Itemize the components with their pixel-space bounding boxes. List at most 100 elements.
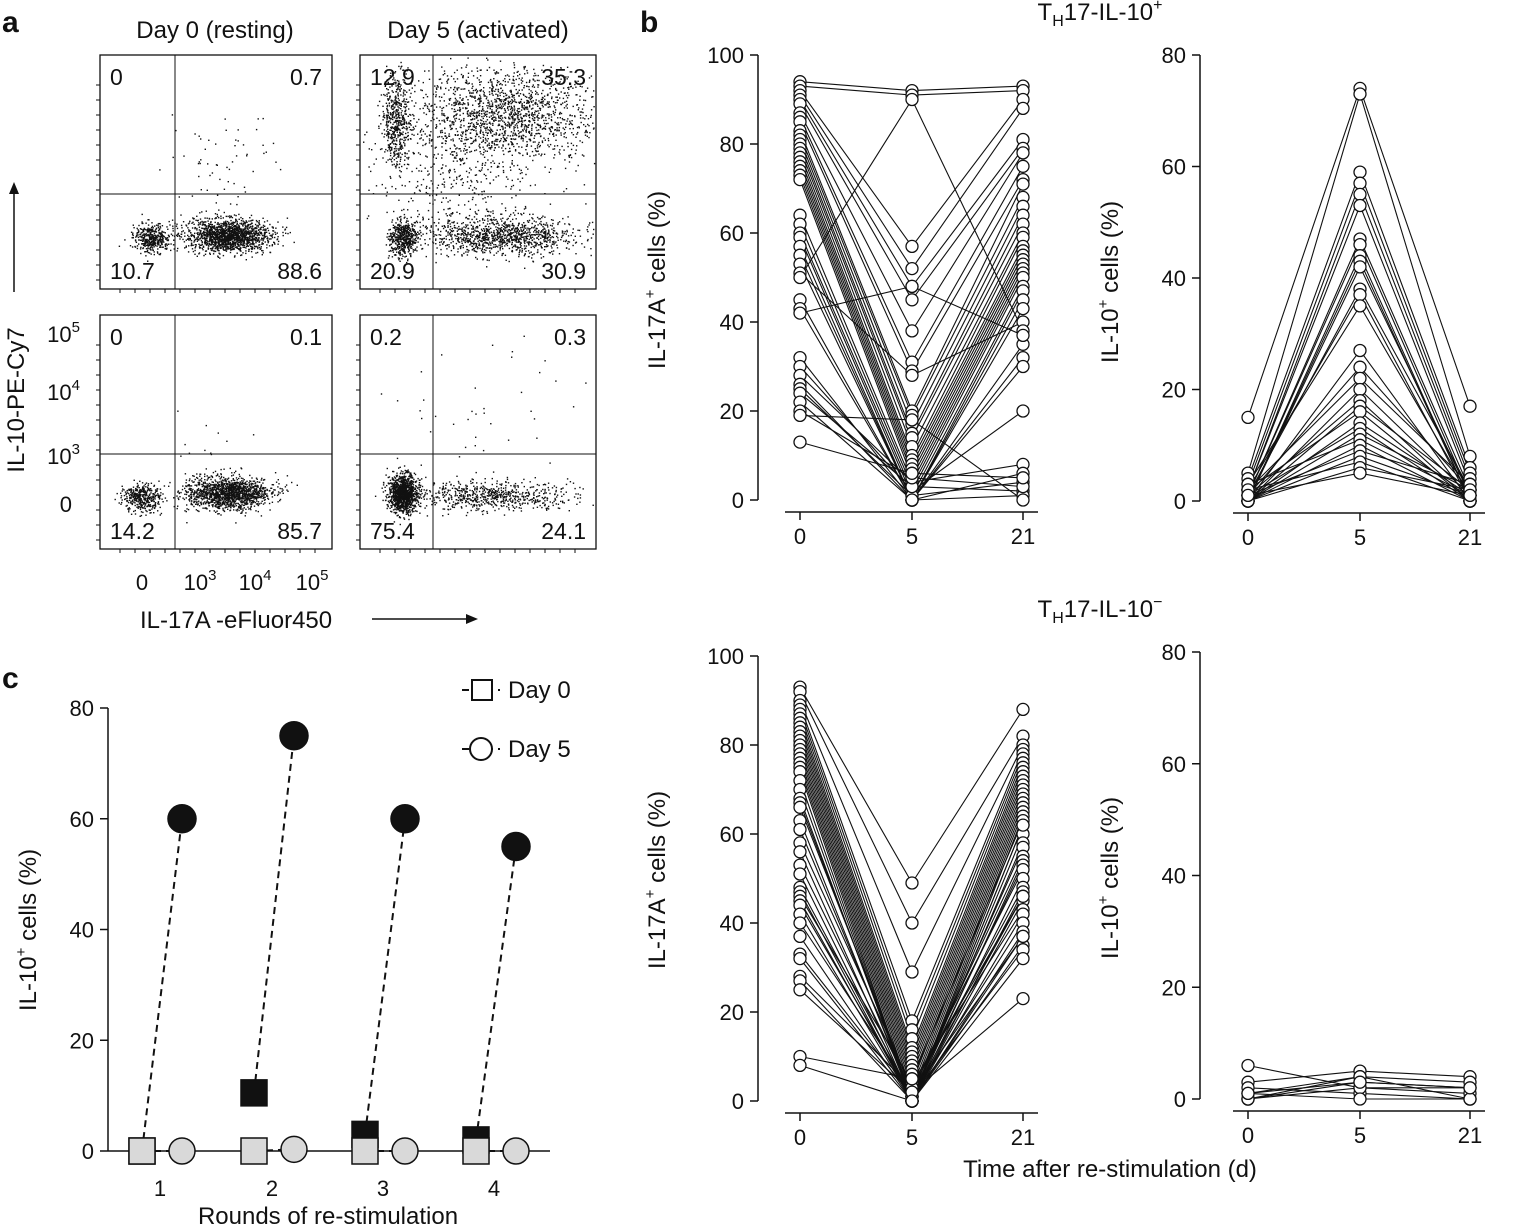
- quadrant-percent: 0: [110, 324, 123, 350]
- data-point: [1016, 951, 1030, 966]
- panel-a-ylabel: IL-10-PE-Cy7: [3, 327, 30, 472]
- marker-circle-black: [501, 831, 531, 862]
- data-point: [1016, 929, 1030, 944]
- series-line: [799, 148, 1024, 440]
- y-tick-label: 40: [1162, 864, 1186, 889]
- x-tick-label: 0: [1242, 525, 1254, 550]
- c-ylabel: IL-10+ cells (%): [13, 849, 42, 1011]
- data-point: [1353, 288, 1367, 302]
- data-point: [793, 270, 807, 285]
- panel-letter-c: c: [2, 662, 19, 695]
- flow-plot-bottom-day5: 0.2 0.3 75.4 24.1: [356, 314, 597, 553]
- data-point: [1353, 176, 1367, 190]
- quadrant-percent: 0: [110, 64, 123, 90]
- data-point: [1241, 410, 1255, 425]
- data-point: [1353, 382, 1367, 397]
- data-point: [1241, 1058, 1255, 1073]
- y-tick-label: 0: [1174, 489, 1186, 514]
- y-tick-label: 20: [70, 1028, 94, 1053]
- y-tick-label: 100: [707, 644, 744, 669]
- flow-plot-frame: [359, 54, 597, 290]
- panel-a-flow-plots: Day 0 (resting) Day 5 (activated) IL-10-…: [3, 17, 597, 634]
- data-point: [1016, 328, 1030, 343]
- y-tick-label: 40: [70, 918, 94, 943]
- a-ytick-2: 104: [47, 377, 80, 405]
- legend-label-day0: Day 0: [508, 677, 571, 704]
- data-point: [1016, 159, 1030, 173]
- y-tick-label: 40: [1162, 266, 1186, 291]
- x-tick-label: 21: [1458, 1123, 1482, 1148]
- panel-letter-b: b: [640, 6, 658, 39]
- y-tick-label: 60: [720, 221, 744, 246]
- data-point: [905, 493, 919, 507]
- c-legend: Day 0 Day 5: [462, 677, 571, 763]
- y-tick-label: 80: [720, 132, 744, 157]
- quadrant-percent: 35.3: [541, 64, 586, 90]
- data-point: [1463, 488, 1477, 503]
- x-tick-label: 5: [1354, 1123, 1366, 1148]
- flow-dots: [374, 335, 594, 526]
- marker-circle-gray: [168, 1137, 196, 1165]
- y-tick-label: 60: [70, 807, 94, 832]
- b-top-title: TH17-IL-10+: [1038, 0, 1163, 30]
- quadrant-percent: 75.4: [370, 518, 415, 544]
- data-point: [1353, 198, 1367, 213]
- y-tick-label: 80: [1162, 43, 1186, 68]
- quadrant-percent: 24.1: [541, 518, 586, 544]
- data-point: [1016, 177, 1030, 191]
- data-point: [905, 876, 919, 890]
- b-bottom-right-ylabel: IL-10+ cells (%): [1095, 797, 1124, 959]
- data-point: [793, 306, 807, 320]
- data-point: [1016, 889, 1030, 903]
- y-tick-label: 80: [1162, 640, 1186, 665]
- quadrant-percent: 12.9: [370, 64, 415, 90]
- data-point: [905, 324, 919, 338]
- data-point: [1353, 1075, 1367, 1089]
- data-point: [1241, 1086, 1255, 1101]
- quadrant-percent: 0.2: [370, 324, 402, 350]
- data-point: [905, 279, 919, 294]
- a-xtick-1: 103: [184, 567, 217, 595]
- series-points: [1241, 81, 1477, 508]
- x-tick-label: 3: [377, 1176, 389, 1201]
- data-point: [1016, 991, 1030, 1006]
- quadrant-percent: 0.3: [554, 324, 586, 350]
- data-point: [905, 466, 919, 480]
- col-title-day0: Day 0 (resting): [136, 17, 293, 44]
- data-point: [905, 293, 919, 307]
- data-point: [1463, 399, 1477, 413]
- quadrant-percent: 10.7: [110, 258, 155, 284]
- panel-a-x-arrowhead: [466, 614, 478, 624]
- flow-plot-top-day0: 0 0.7 10.7 88.6: [96, 54, 333, 293]
- data-point: [1463, 1081, 1477, 1095]
- data-point: [1016, 493, 1030, 507]
- data-point: [905, 92, 919, 107]
- data-point: [1016, 359, 1030, 374]
- data-point: [1353, 187, 1367, 202]
- data-point: [1353, 1092, 1367, 1106]
- data-point: [1463, 449, 1477, 464]
- flow-dots: [118, 114, 295, 262]
- connector-black: [141, 818, 183, 1152]
- flow-plot-frame: [99, 54, 333, 290]
- x-tick-label: 4: [488, 1176, 500, 1201]
- data-point: [793, 1058, 807, 1073]
- data-point: [793, 408, 807, 423]
- marker-circle-black: [279, 720, 309, 751]
- series-points: [793, 680, 1030, 1108]
- quadrant-percent: 88.6: [277, 258, 322, 284]
- data-point: [905, 1072, 919, 1086]
- quadrant-percent: 0.1: [290, 324, 322, 350]
- c-xlabel: Rounds of re-stimulation: [198, 1203, 458, 1228]
- b-xlabel: Time after re-stimulation (d): [963, 1156, 1257, 1183]
- marker-square-gray: [351, 1137, 379, 1165]
- data-point: [905, 239, 919, 254]
- data-point: [1241, 488, 1255, 503]
- y-tick-label: 60: [1162, 752, 1186, 777]
- quadrant-percent: 20.9: [370, 258, 415, 284]
- y-tick-label: 20: [720, 1000, 744, 1025]
- marker-square-gray: [240, 1137, 268, 1165]
- data-point: [905, 965, 919, 979]
- data-point: [1016, 404, 1030, 418]
